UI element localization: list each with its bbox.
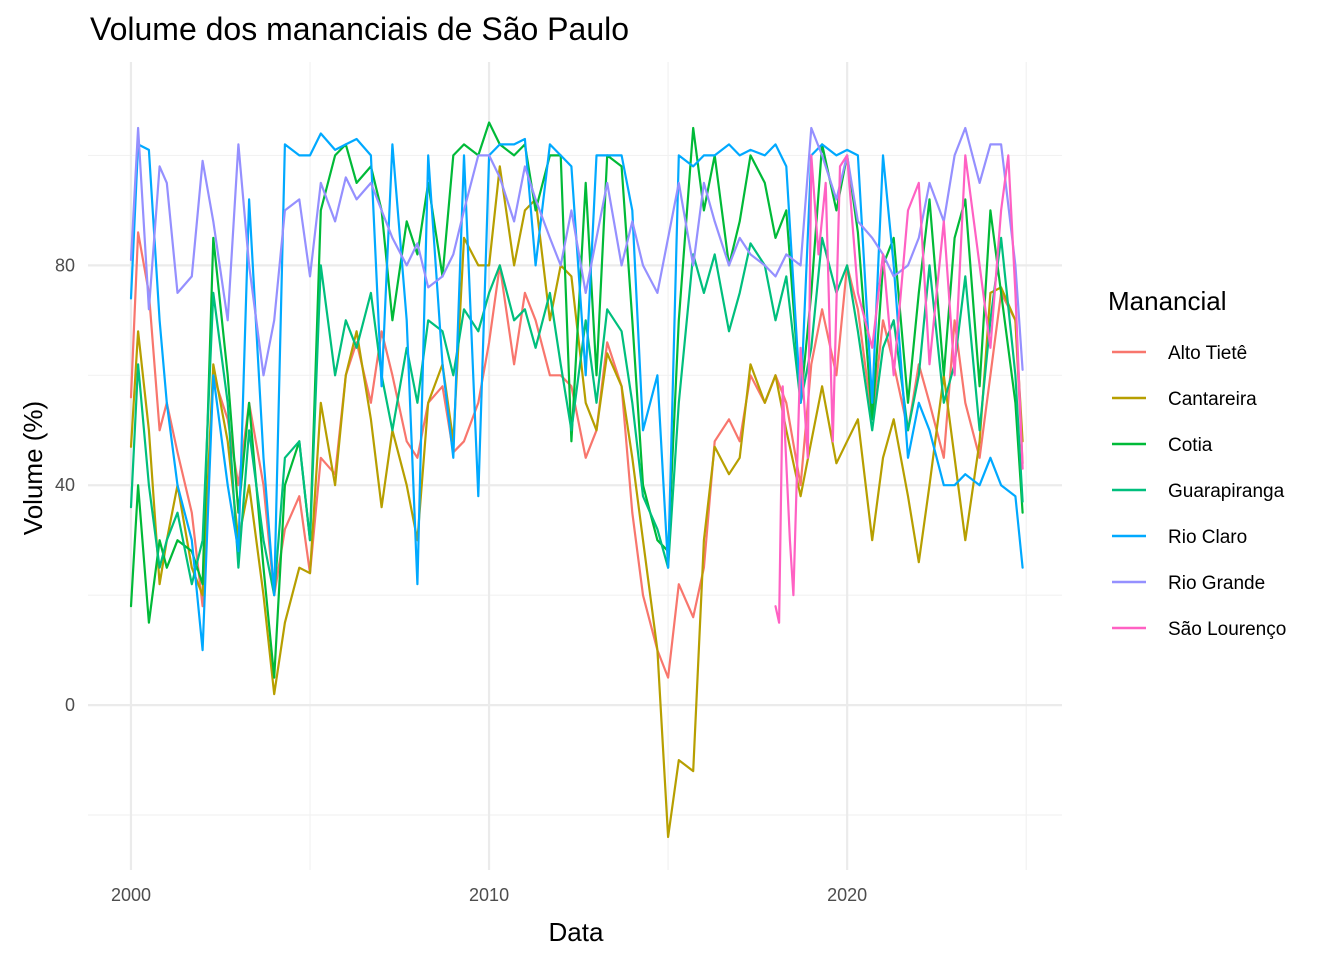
series-line (774, 154, 1024, 624)
legend-label: São Lourenço (1168, 619, 1286, 640)
y-tick-label: 40 (55, 475, 75, 495)
legend-title: Manancial (1108, 286, 1227, 316)
y-tick-label: 80 (55, 255, 75, 275)
legend-label: Rio Grande (1168, 573, 1265, 594)
series-line (129, 121, 1024, 679)
y-tick-labels: 0 40 80 (55, 255, 75, 715)
legend-label: Cantareira (1168, 389, 1257, 410)
legend: Manancial Alto Tietê Cantareira Cotia Guara… (1108, 286, 1286, 640)
x-tick-label: 2020 (827, 885, 867, 905)
legend-label: Alto Tietê (1168, 343, 1247, 364)
x-axis-title: Data (549, 917, 604, 947)
x-tick-label: 2000 (111, 885, 151, 905)
plot-series (129, 121, 1024, 839)
legend-label: Rio Claro (1168, 527, 1247, 548)
series-line (129, 126, 1024, 377)
y-axis-title: Volume (%) (18, 401, 48, 535)
legend-label: Guarapiranga (1168, 481, 1285, 502)
y-tick-label: 0 (65, 695, 75, 715)
series-line (129, 236, 1024, 597)
legend-label: Cotia (1168, 435, 1213, 456)
x-tick-label: 2010 (469, 885, 509, 905)
x-tick-labels: 2000 2010 2020 (111, 885, 867, 905)
series-line (129, 165, 1024, 839)
chart-title: Volume dos mananciais de São Paulo (90, 11, 629, 47)
